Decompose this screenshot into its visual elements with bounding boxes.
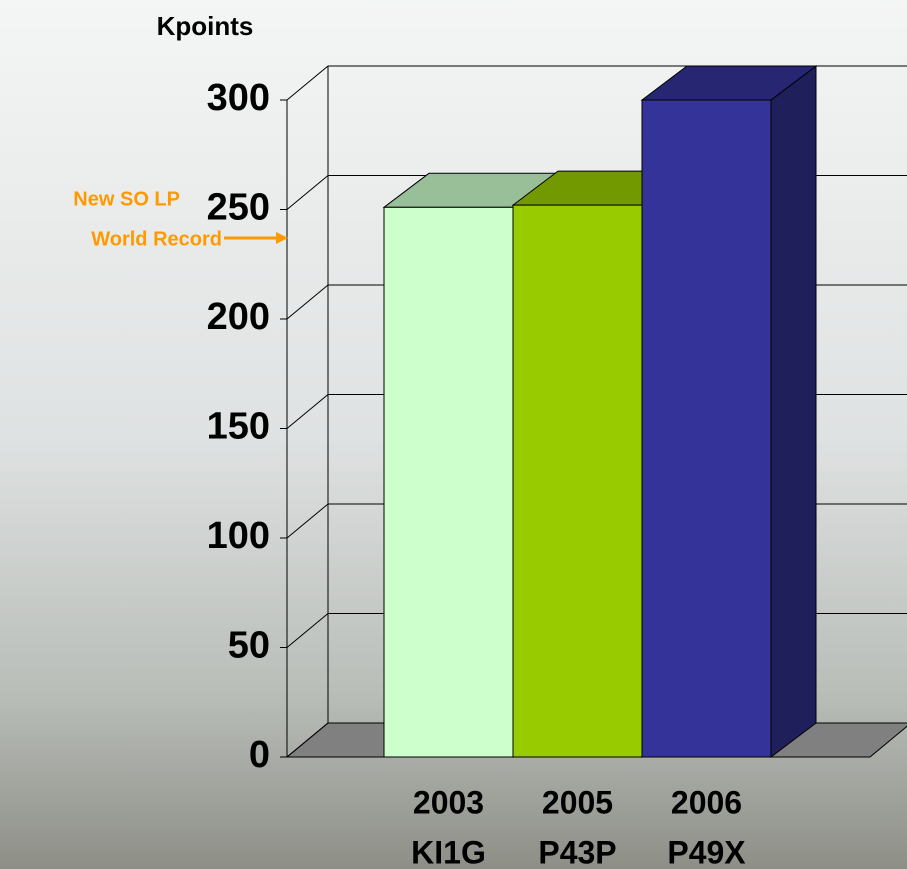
y-tick-label: 300 bbox=[207, 77, 270, 119]
y-tick-label: 50 bbox=[228, 625, 270, 667]
grid-line bbox=[286, 613, 329, 648]
grid-line bbox=[286, 65, 329, 101]
bar bbox=[512, 204, 643, 758]
y-tick-label: 100 bbox=[207, 515, 270, 557]
y-axis-label: Kpoints bbox=[157, 11, 254, 41]
grid-line bbox=[286, 722, 329, 758]
x-tick-label: KI1G bbox=[411, 834, 486, 869]
x-tick-label: 2006 bbox=[671, 784, 742, 820]
y-tick-label: 0 bbox=[249, 734, 270, 776]
grid-line bbox=[286, 284, 329, 320]
grid-line bbox=[286, 175, 329, 210]
y-tick-label: 250 bbox=[207, 187, 270, 229]
x-tick-label: 2005 bbox=[542, 784, 613, 820]
grid-line bbox=[286, 503, 329, 539]
y-tick-label: 150 bbox=[207, 406, 270, 448]
x-tick-label: P43P bbox=[538, 834, 616, 869]
bar-side bbox=[770, 64, 817, 759]
x-tick-label: 2003 bbox=[413, 784, 484, 820]
x-tick-label: P49X bbox=[667, 834, 746, 869]
grid-line bbox=[286, 394, 329, 429]
annotation-arrowhead bbox=[276, 232, 288, 244]
annotation-line: World Record bbox=[91, 228, 222, 250]
y-tick-label: 200 bbox=[207, 296, 270, 338]
annotation: New SO LP World Record bbox=[73, 188, 288, 250]
bar bbox=[641, 99, 772, 758]
annotation-line: New SO LP bbox=[73, 188, 180, 210]
bar bbox=[383, 206, 514, 758]
